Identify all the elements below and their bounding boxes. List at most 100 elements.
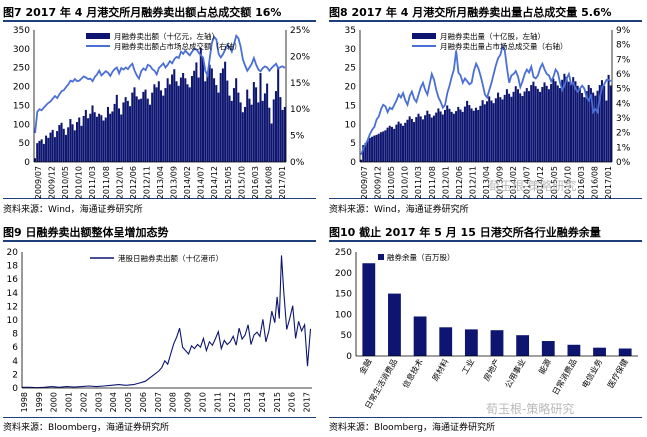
fig7-source: 资料来源：Wind，海通证券研究所 [3,205,143,215]
fig8-bar [360,159,363,162]
fig7-xtick: 2012/01 [115,166,124,199]
fig9-ytick: 12 [7,302,18,312]
fig9-xtick: 2014 [258,392,267,412]
fig7-bar [224,61,227,162]
fig7-bar [193,70,196,162]
fig8-bar [598,85,601,162]
fig8-bar [373,135,376,162]
fig7-bar [45,135,48,162]
fig8-bar [457,106,460,162]
fig9-ytick: 18 [7,262,19,272]
fig7-bar [95,116,98,162]
fig9-ytick: 2 [12,370,18,380]
fig8-ytick-left: 5 [350,139,356,149]
fig7-xtick: 2015/10 [237,166,246,199]
fig7-bar [148,104,151,162]
fig8-ytick-right: 7% [616,55,631,65]
fig8-bar [437,108,440,162]
fig9-xtick: 2002 [79,392,88,412]
fig7-xtick: 2010/05 [61,166,70,199]
fig7-ytick-left: 200 [13,83,30,93]
fig10-bar [516,335,530,356]
fig8-bar [371,136,374,162]
fig8-bar [574,81,577,162]
fig10-bar [388,293,401,356]
fig7-bar [248,98,251,162]
fig8-bar [397,121,400,162]
fig9-xtick: 2007 [154,392,163,412]
fig8-bar [565,76,568,162]
fig8-xtick: 2017/01 [604,166,613,199]
fig7-bar [241,112,244,162]
fig8-ytick-right: 3% [616,114,631,124]
fig8-ytick-left: 0 [350,158,356,168]
fig8-bar [472,110,475,162]
fig9-xtick: 2011 [213,392,222,412]
fig8-bar [402,125,405,162]
fig8-bar [585,91,588,162]
fig8-bar [375,134,378,162]
fig7-bar [69,119,72,162]
fig7-bar [91,105,94,162]
fig7-ytick-left: 50 [19,139,31,149]
fig7-bar [34,158,37,162]
fig8-bar [406,119,409,162]
fig8-xtick: 2016/03 [577,166,586,199]
fig7-bar [250,104,253,162]
fig7-source-rule [3,198,316,199]
fig8-xtick: 2014/02 [509,166,518,199]
fig7-bar [122,102,125,162]
fig9-xtick: 2006 [139,392,148,412]
fig8-bar [441,114,444,162]
fig7-bar [188,87,191,162]
fig8-bar [523,91,526,162]
fig7-bar [168,84,171,162]
fig8-bar [534,86,537,162]
fig9-xtick: 2009 [184,392,193,412]
fig7-legend-line-label: 月融券卖出额占市场总成交额（右轴） [114,41,242,51]
fig7-bar [162,95,165,162]
fig7-bar [146,98,149,162]
fig7-bar [71,124,74,162]
fig7-bar [230,100,233,162]
fig10-ytick: 50 [341,331,353,341]
fig8-ytick-left: 20 [345,83,357,93]
fig9-xtick: 2016 [288,392,297,412]
fig10-legend-label: 融券余量（百万股） [387,252,455,262]
fig9-xtick: 1999 [35,392,44,412]
fig7-bar [53,137,56,162]
fig8-title-rule [329,20,642,22]
fig7-xtick: 2011/08 [102,166,111,199]
fig9-xtick: 2013 [243,392,252,412]
fig8-xtick: 2012/01 [441,166,450,199]
fig7-bar [244,106,247,162]
fig7-ytick-left: 250 [13,64,30,74]
fig8-bar [525,88,528,162]
fig8-bar [452,113,455,162]
fig7-bar [73,130,76,162]
fig7-bar [232,88,235,162]
fig7-bar [78,117,81,162]
fig8-bar [607,74,610,162]
fig8-bar [435,112,438,162]
fig8-bar [362,145,365,162]
fig7-bar [102,120,105,162]
fig8-bar [368,137,371,162]
fig8-bar [530,85,533,162]
fig8-bar [512,91,515,162]
fig7-bar [153,84,156,162]
fig10-category-label: 金融 [357,357,374,376]
fig10-category-label: 电信业务 [580,357,605,390]
fig8-source-rule [329,198,642,199]
fig8-bar [379,132,382,162]
fig9-ytick: 14 [7,289,19,299]
fig7-bar [208,64,211,162]
fig7-bar [164,88,167,162]
fig9-xtick: 2008 [169,392,178,412]
fig7-bar [111,111,114,162]
fig7-xtick: 2015/05 [224,166,233,199]
fig10-bar [362,263,376,356]
fig8-bar [605,100,608,162]
fig8-bar [543,82,546,162]
fig10-source-rule [329,417,642,418]
